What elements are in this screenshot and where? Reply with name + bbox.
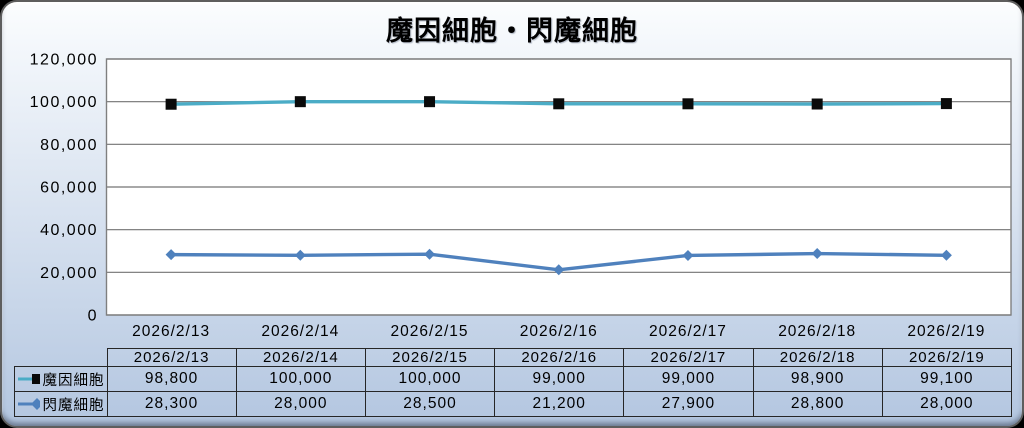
table-cell: 28,500 [364, 391, 496, 417]
marker-diamond [294, 249, 306, 261]
x-axis-label: 2026/2/19 [907, 323, 985, 340]
x-axis-label: 2026/2/13 [132, 323, 210, 340]
table-cell: 99,000 [494, 366, 625, 392]
legend-marker-icon [18, 398, 40, 410]
table-cell: 99,000 [623, 366, 754, 392]
table-cell: 99,100 [881, 366, 1012, 392]
marker-diamond [811, 248, 823, 260]
legend-marker-icon [18, 374, 40, 384]
y-axis-label: 100,000 [30, 94, 98, 111]
x-axis-label: 2026/2/14 [261, 323, 339, 340]
table-cell: 27,900 [623, 391, 754, 417]
marker-diamond [682, 249, 694, 261]
marker-diamond [424, 248, 436, 260]
marker-square [294, 96, 306, 108]
y-axis-label: 40,000 [40, 222, 98, 239]
marker-diamond [940, 249, 952, 261]
table-corner-cell [15, 349, 108, 367]
table-cell: 21,200 [494, 391, 625, 417]
marker-square [165, 98, 177, 110]
y-axis-label: 120,000 [30, 52, 98, 69]
x-axis-label: 2026/2/18 [778, 323, 856, 340]
chart-title: 魔因細胞・閃魔細胞 [386, 16, 638, 46]
legend-key-cell: 閃魔細胞 [14, 391, 108, 417]
table-header-cell: 2026/2/17 [623, 348, 754, 367]
table-cell: 98,900 [752, 366, 883, 392]
legend-key-cell: 魔因細胞 [14, 366, 108, 392]
table-cell: 28,800 [752, 391, 883, 417]
y-axis-label: 0 [88, 308, 98, 325]
marker-square [424, 96, 436, 108]
x-axis-label: 2026/2/16 [520, 323, 598, 340]
table-cell: 28,300 [106, 391, 237, 417]
table-cell: 98,800 [106, 366, 237, 392]
table-cell: 28,000 [235, 391, 366, 417]
table-header-cell: 2026/2/14 [235, 348, 366, 367]
y-axis-label: 60,000 [40, 180, 98, 197]
table-header-cell: 2026/2/15 [364, 348, 496, 367]
table-header-cell: 2026/2/19 [881, 348, 1012, 367]
table-header-cell: 2026/2/13 [106, 348, 237, 367]
x-axis-label: 2026/2/17 [649, 323, 727, 340]
marker-square [940, 98, 952, 110]
marker-diamond [553, 264, 565, 276]
marker-square [682, 98, 694, 110]
legend-label: 閃魔細胞 [42, 397, 105, 414]
x-axis-label: 2026/2/15 [391, 323, 469, 340]
chart-data-table: 2026/2/13 2026/2/14 2026/2/15 2026/2/16 2026… [14, 348, 1012, 417]
table-cell: 100,000 [235, 366, 366, 392]
table-row: 閃魔細胞 28,300 28,000 28,500 21,200 27,900 28,800… [14, 391, 1012, 417]
plot-border [105, 58, 1012, 316]
table-cell: 100,000 [364, 366, 496, 392]
table-cell: 28,000 [881, 391, 1012, 417]
y-axis-label: 20,000 [40, 265, 98, 282]
y-axis-label: 80,000 [40, 137, 98, 154]
legend-label: 魔因細胞 [42, 372, 105, 389]
marker-diamond [165, 249, 177, 261]
table-row: 魔因細胞 98,800 100,000 100,000 99,000 99,000 98,9… [14, 366, 1012, 392]
plot-svg: 0 20,000 40,000 60,000 80,000 100,000 120,000 2… [30, 52, 1012, 340]
table-header-row: 2026/2/13 2026/2/14 2026/2/15 2026/2/16 2026… [15, 348, 1012, 367]
marker-square [811, 98, 823, 110]
table-header-cell: 2026/2/16 [494, 348, 625, 367]
marker-square [553, 98, 565, 110]
table-header-cell: 2026/2/18 [752, 348, 883, 367]
